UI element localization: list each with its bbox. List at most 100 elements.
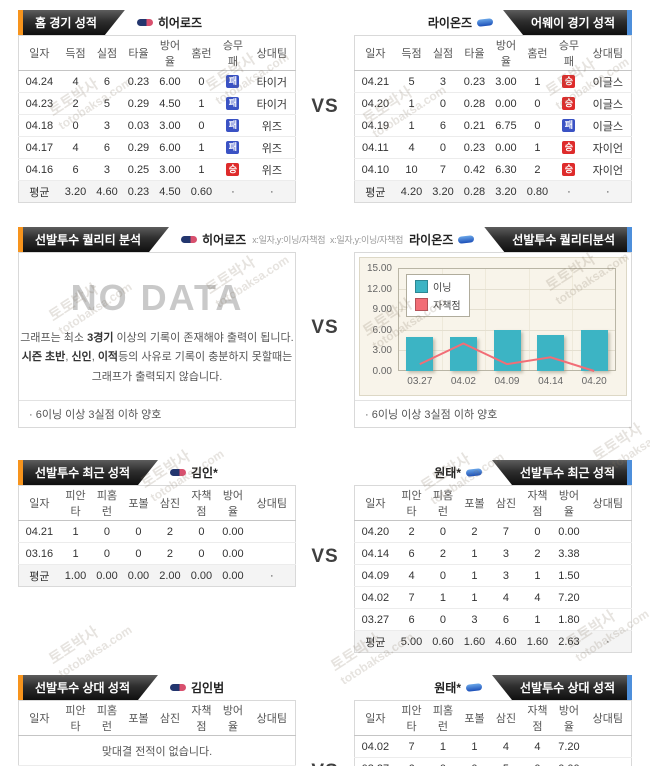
table-cell: 0.23 [122,70,155,93]
table-cell: 0.00 [553,757,585,766]
h2h-away-pitcher-name: 원태* [434,681,461,695]
table-cell: 6.30 [490,158,522,181]
table-cell: 7 [395,586,428,609]
vs-label: VS [311,316,339,338]
table-cell: 0.03 [122,114,155,137]
table-cell: 0 [427,564,459,587]
column-header: 삼진 [490,700,522,736]
nodata-desc-line: 그래프는 최소 3경기 이상의 기록이 존재해야 출력이 됩니다. [20,332,294,344]
table-body: 04.21 1 0 0 2 0 0.00 03.16 1 0 0 2 0 0.00 평균 1.00 0.00 0.… [18,520,296,587]
table-cell: 2.00 [154,564,186,587]
table-cell: 2 [521,158,554,181]
recent-home-pitcher-name: 김인* [191,466,218,480]
table-cell: 3 [91,114,123,137]
empty-message: 맞대결 전적이 없습니다. [18,735,296,766]
column-header: 피안타 [395,700,428,736]
away-record-banner: 어웨이 경기 성적 [503,10,627,35]
quality-away-team-name: 라이온즈 [409,233,454,247]
column-header: 피홈런 [91,485,123,521]
table-cell: 1 [521,564,554,587]
column-header: 포볼 [458,700,491,736]
panel-h2h-away: 원태* 선발투수 상대 성적 일자 피안타 피홈런 포볼 삼진 자책점 방어율 상대팀 04.0… [354,675,632,766]
lions-logo-icon [465,468,483,477]
table-cell: 6 [91,136,123,159]
recent-home-pitcher-label: 김인* [170,460,218,485]
table-cell: 3.00 [154,114,186,137]
h2h-home-banner: 선발투수 상대 성적 [23,675,158,700]
column-header: 피안타 [395,485,428,521]
chart-vgridline [441,268,443,371]
column-header: 피홈런 [91,700,123,736]
table-cell: 1 [59,542,92,565]
table-cell: 패 [217,136,249,159]
column-header: 자책점 [185,700,218,736]
table-cell: 2 [154,542,186,565]
table-row: 04.17 4 6 0.29 6.00 1 패 위즈 [18,136,296,159]
home-team-name: 히어로즈 [157,16,203,30]
table-cell: 1.00 [59,564,92,587]
column-header: 상대팀 [248,35,296,71]
table-cell: 3.00 [490,70,522,93]
table-header-row: 일자 득점 실점 타율 방어율 홈런 승무패 상대팀 [18,35,296,71]
panel-recent-away: 원태* 선발투수 최근 성적 일자 피안타 피홈런 포볼 삼진 자책점 방어율 상대팀 04.2… [354,460,632,653]
column-header: 상대팀 [584,485,632,521]
table-body: 04.24 4 6 0.23 6.00 0 패 타이거 04.23 2 5 0.29 4.50 1 패 타이거… [18,70,296,203]
table-cell: 04.17 [18,136,60,159]
table-cell: 4.60 [490,630,522,653]
table-cell: 0.00 [91,564,123,587]
column-header: 삼진 [154,700,186,736]
table-cell: 6 [91,70,123,93]
table-cell: 1 [427,586,459,609]
table-row: 04.20 1 0 0.28 0.00 0 승 이글스 [354,92,632,115]
table-cell: 2 [395,520,428,543]
legend-color-chip [415,298,428,311]
table-cell: 4 [59,136,92,159]
home-record-table: 일자 득점 실점 타율 방어율 홈런 승무패 상대팀 04.24 4 6 0.23 6.00 0 패 타이거 0… [18,35,296,203]
quality-chart-content: 0.00 3.00 6.00 9.00 12.00 15.00 03.27 04.02 04.0… [355,253,631,400]
table-row: 04.02 7 1 1 4 4 7.20 [354,735,632,758]
table-cell: 04.19 [354,114,396,137]
table-cell: 0 [91,520,123,543]
recent-home-header: 선발투수 최근 성적 김인* [18,460,296,485]
table-cell: 위즈 [248,158,296,181]
table-cell: 4.20 [395,180,428,203]
column-header: 일자 [18,485,60,521]
table-head: 일자 득점 실점 타율 방어율 홈런 승무패 상대팀 [354,35,632,71]
table-cell: 4 [490,735,522,758]
table-cell: 1 [185,136,218,159]
table-cell: 승 [217,158,249,181]
column-header: 타율 [122,35,155,71]
column-header: 방어율 [217,700,249,736]
table-cell: 3.20 [427,180,459,203]
table-row: 04.16 6 3 0.25 3.00 1 승 위즈 [18,158,296,181]
innings-bar [449,336,477,371]
table-cell: 1 [395,114,428,137]
table-cell: 3.38 [553,542,585,565]
table-cell: · [584,630,632,653]
loss-badge: 패 [226,75,240,88]
table-cell: 자이언 [584,158,632,181]
table-cell: 패 [217,92,249,115]
column-header: 피안타 [59,700,92,736]
table-cell: 4.60 [91,180,123,203]
table-cell: 0.00 [217,520,249,543]
nodata-desc-line: 그래프가 출력되지 않습니다. [91,370,223,383]
table-cell: 이글스 [584,70,632,93]
recent-home-banner: 선발투수 최근 성적 [23,460,158,485]
table-cell: 0 [185,520,218,543]
table-cell: 0.00 [553,520,585,543]
table-row: 04.19 1 6 0.21 6.75 0 패 이글스 [354,114,632,137]
blue-accent-bar [627,10,632,35]
table-cell: 평균 [18,564,60,587]
column-header: 피홈런 [427,485,459,521]
quality-chart-box: 0.00 3.00 6.00 9.00 12.00 15.00 03.27 04.02 04.0… [354,252,632,428]
table-cell: · [584,180,632,203]
win-badge: 승 [562,141,576,154]
orange-accent-bar [18,675,23,700]
column-header: 삼진 [490,485,522,521]
table-cell: 3.20 [59,180,92,203]
column-header: 실점 [91,35,123,71]
quality-footnote: · 6이닝 이상 3실점 이하 양호 [19,400,295,427]
table-cell: 0 [427,608,459,631]
table-cell: 04.11 [354,136,396,159]
